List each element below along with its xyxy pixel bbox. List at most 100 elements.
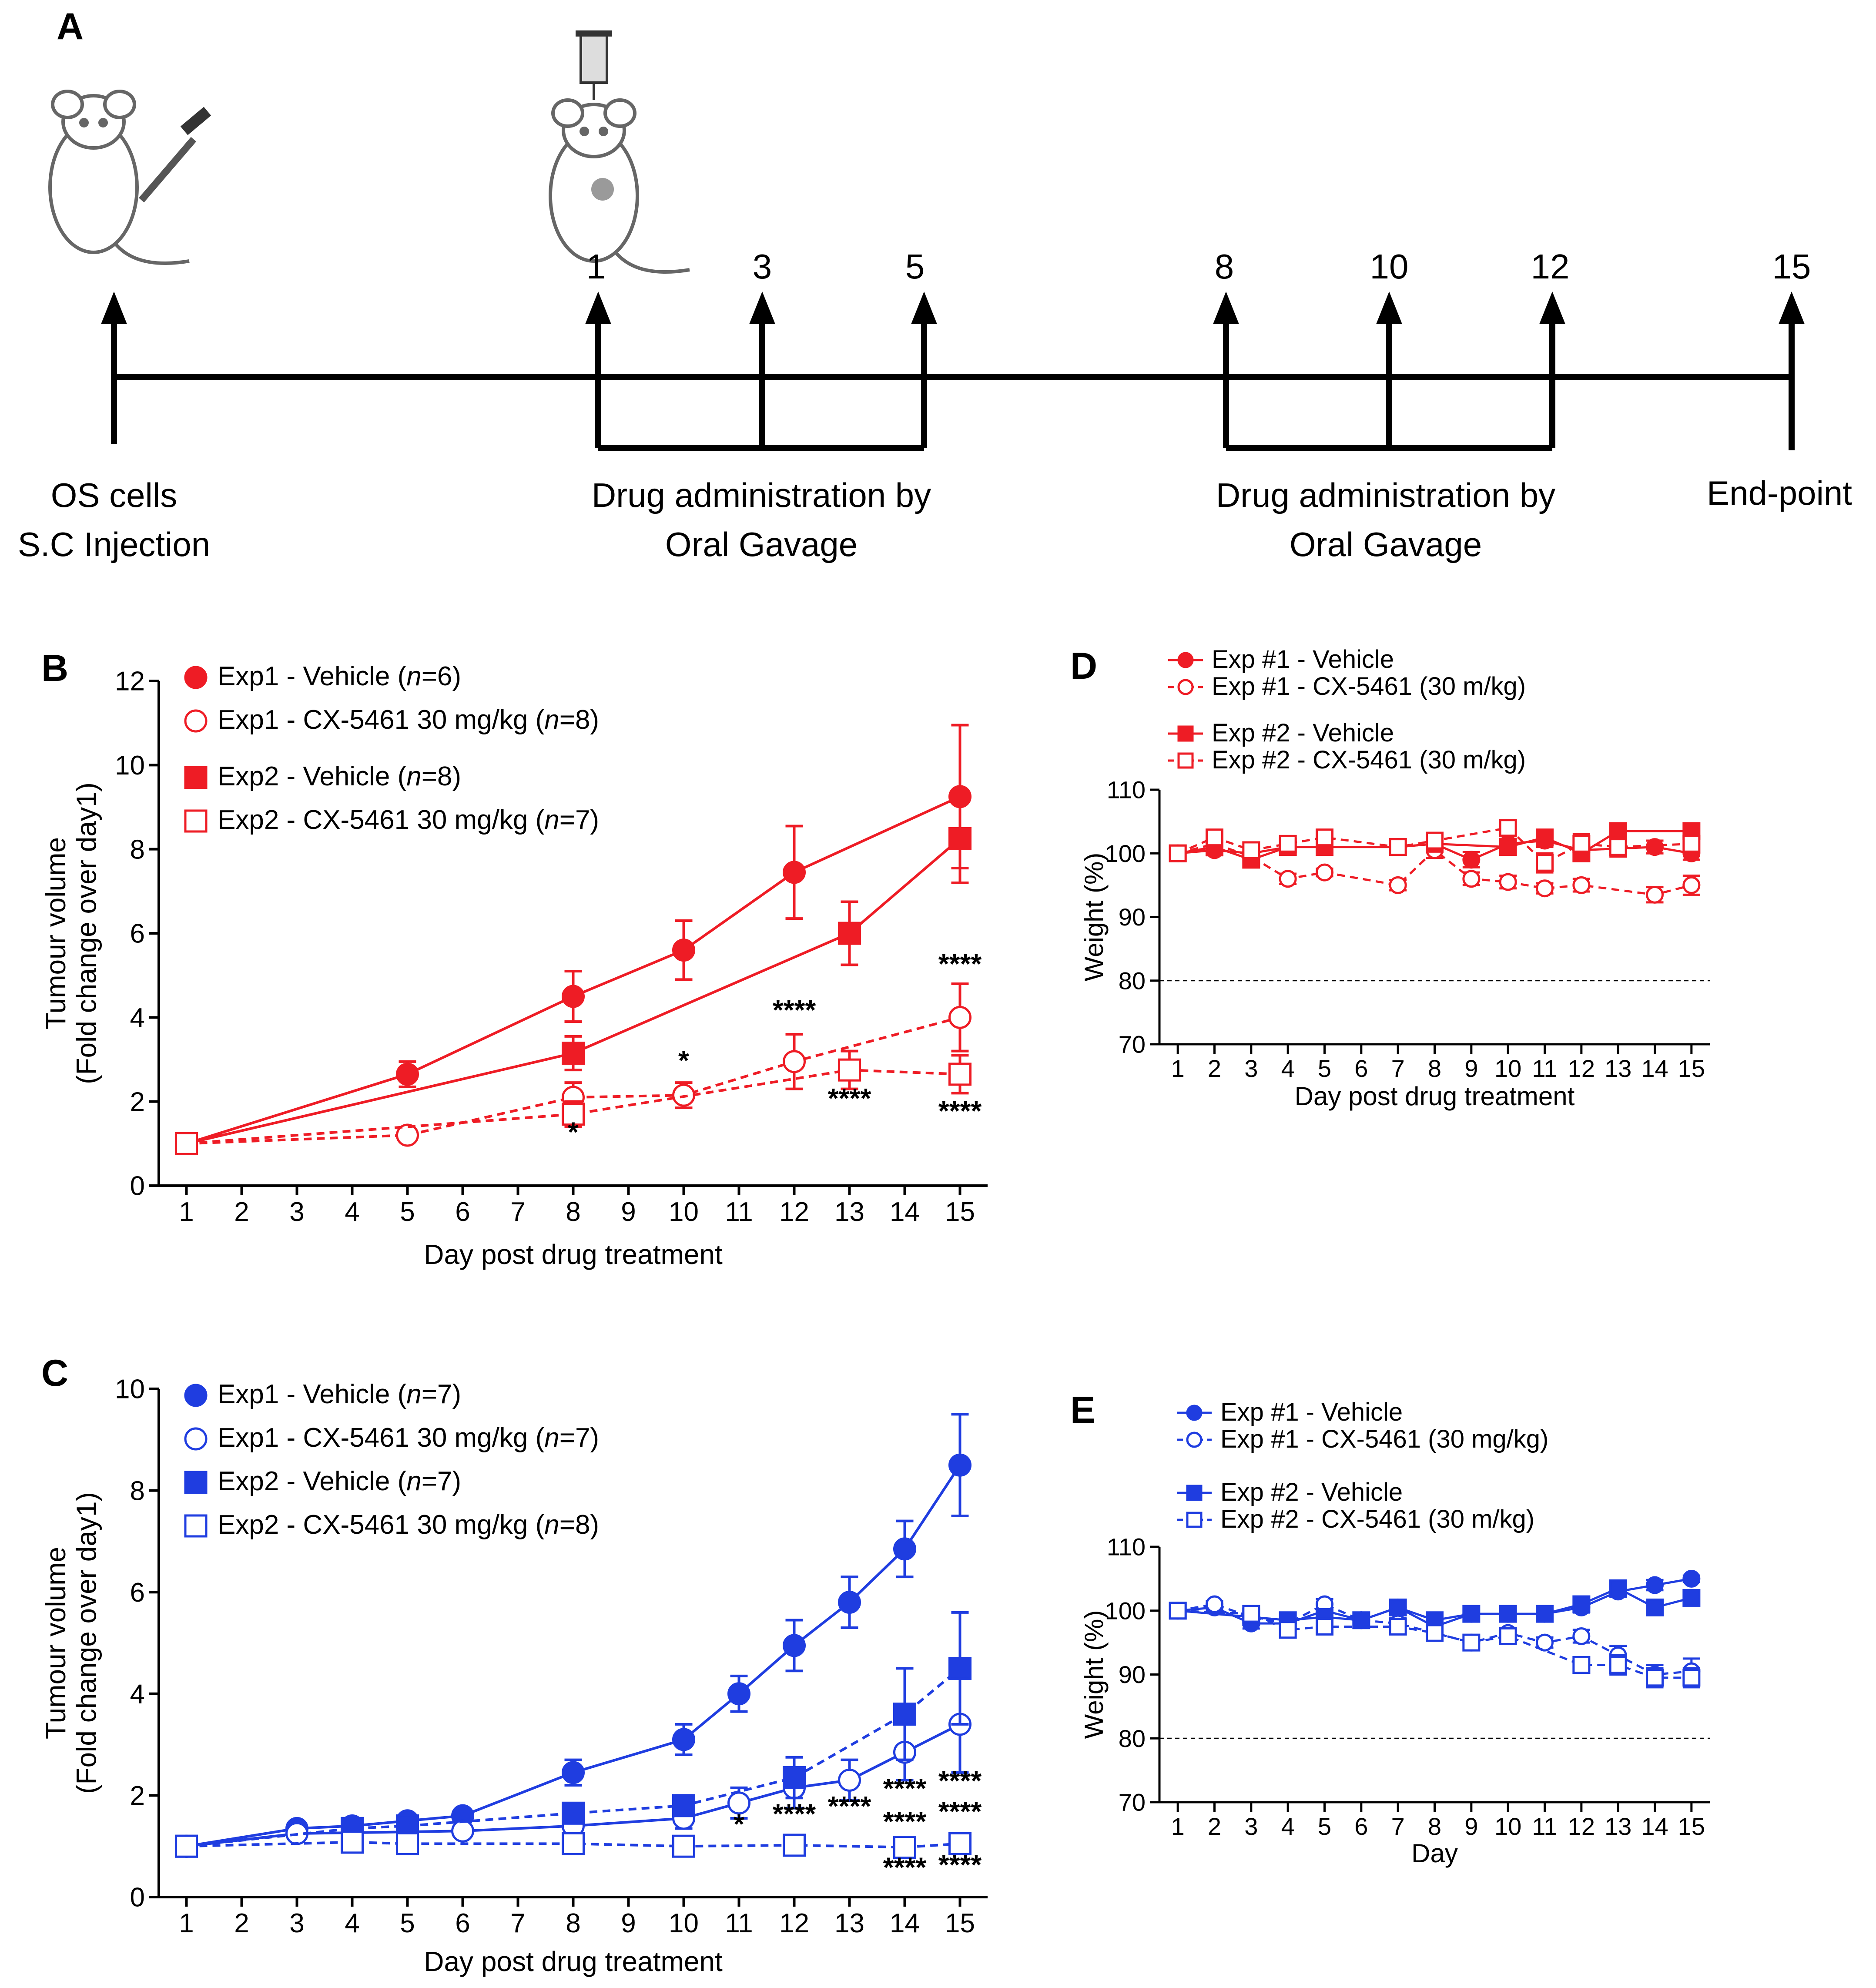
timeline-day-12: 12 bbox=[1531, 247, 1570, 286]
x-tick-label: 1 bbox=[1171, 1813, 1185, 1840]
data-point bbox=[1499, 838, 1517, 856]
timeline-day-10: 10 bbox=[1370, 247, 1409, 286]
dosing2-label-line1: Drug administration by bbox=[1216, 476, 1555, 514]
data-point bbox=[948, 1063, 972, 1086]
series-line bbox=[186, 795, 961, 1145]
data-point bbox=[1536, 854, 1554, 872]
y-tick-label: 70 bbox=[1119, 1789, 1146, 1816]
y-tick-label: 0 bbox=[130, 1171, 145, 1201]
data-point bbox=[1389, 838, 1407, 856]
data-point bbox=[1646, 885, 1664, 904]
timeline-day-8: 8 bbox=[1215, 247, 1234, 286]
x-tick-label: 15 bbox=[1678, 1813, 1705, 1840]
y-tick-label: 80 bbox=[1119, 1725, 1146, 1752]
legend-label: Exp #2 - CX-5461 (30 m/kg) bbox=[1212, 746, 1526, 774]
data-point bbox=[1572, 835, 1591, 853]
x-tick-label: 5 bbox=[1318, 1813, 1331, 1840]
legend-marker bbox=[184, 1471, 208, 1494]
legend-marker bbox=[1186, 1431, 1203, 1448]
legend-label: Exp #2 - Vehicle bbox=[1220, 1478, 1403, 1506]
x-tick-label: 13 bbox=[834, 1908, 864, 1938]
data-point bbox=[1572, 1627, 1591, 1645]
data-point bbox=[1279, 835, 1297, 853]
data-point bbox=[1536, 1633, 1554, 1652]
timeline-arrowheads bbox=[101, 292, 1805, 324]
x-tick-label: 11 bbox=[1532, 1055, 1557, 1082]
series-exp-2-cx-5461-30-m-kg- bbox=[1169, 1602, 1701, 1689]
data-point bbox=[672, 1794, 695, 1817]
data-point bbox=[1682, 1589, 1701, 1607]
timeline bbox=[111, 318, 1795, 451]
data-point bbox=[1352, 1611, 1370, 1629]
data-point bbox=[1242, 1605, 1260, 1623]
x-tick-label: 12 bbox=[1568, 1813, 1595, 1840]
data-point bbox=[175, 1834, 198, 1858]
x-tick-label: 6 bbox=[455, 1197, 470, 1227]
legend-label: Exp #1 - Vehicle bbox=[1220, 1398, 1403, 1426]
x-tick-label: 5 bbox=[400, 1908, 415, 1938]
x-tick-label: 14 bbox=[890, 1908, 920, 1938]
data-point bbox=[838, 922, 861, 945]
timeline-day-3: 3 bbox=[753, 247, 772, 286]
data-point bbox=[1316, 863, 1333, 882]
data-point bbox=[175, 1132, 198, 1155]
timeline-day-15: 15 bbox=[1772, 247, 1811, 286]
y-axis-label: (Fold change over day1) bbox=[70, 1492, 102, 1794]
data-point bbox=[1609, 1656, 1627, 1674]
y-tick-label: 4 bbox=[130, 1680, 145, 1710]
mouse-injection-icon bbox=[48, 90, 211, 265]
panel-letter-d: D bbox=[1070, 645, 1097, 687]
data-point bbox=[948, 1656, 972, 1680]
data-point bbox=[1462, 851, 1481, 869]
x-tick-label: 2 bbox=[1208, 1813, 1221, 1840]
x-tick-label: 9 bbox=[621, 1908, 636, 1938]
x-tick-label: 3 bbox=[1244, 1813, 1258, 1840]
x-tick-label: 1 bbox=[179, 1197, 194, 1227]
y-tick-label: 100 bbox=[1105, 840, 1146, 867]
data-point bbox=[1536, 1605, 1554, 1623]
legend-marker bbox=[1177, 679, 1194, 695]
data-point bbox=[1316, 828, 1333, 847]
data-point bbox=[948, 1453, 972, 1477]
data-point bbox=[893, 1703, 916, 1726]
x-tick-label: 15 bbox=[945, 1908, 975, 1938]
y-tick-label: 8 bbox=[130, 1476, 145, 1506]
legend-marker bbox=[184, 1427, 208, 1451]
x-tick-label: 13 bbox=[1605, 1055, 1631, 1082]
x-tick-label: 14 bbox=[1641, 1055, 1668, 1082]
x-axis-label: Day post drug treatment bbox=[424, 1239, 723, 1270]
significance-annotation: **** bbox=[938, 1765, 982, 1797]
data-point bbox=[1206, 828, 1223, 847]
x-tick-label: 6 bbox=[1354, 1055, 1368, 1082]
data-point bbox=[1682, 876, 1701, 894]
significance-annotation: **** bbox=[828, 1790, 871, 1822]
data-point bbox=[1462, 1605, 1481, 1623]
series-line bbox=[186, 1723, 961, 1848]
mouse-treatment-icon bbox=[549, 30, 690, 274]
data-point bbox=[341, 1830, 364, 1854]
y-tick-label: 6 bbox=[130, 1578, 145, 1608]
legend-marker bbox=[1177, 725, 1194, 742]
data-point bbox=[562, 985, 585, 1008]
x-tick-label: 4 bbox=[1281, 1055, 1295, 1082]
data-point bbox=[1389, 1598, 1407, 1616]
timeline-day-5: 5 bbox=[905, 247, 925, 286]
data-point bbox=[1572, 876, 1591, 894]
legend-label: Exp #1 - CX-5461 (30 m/kg) bbox=[1212, 672, 1526, 701]
data-point bbox=[1426, 1624, 1444, 1642]
data-point bbox=[1682, 1569, 1701, 1588]
legend: Exp1 - Vehicle (n=7) Exp1 - CX-5461 30 mg… bbox=[184, 1379, 599, 1540]
significance-annotation: **** bbox=[938, 948, 982, 979]
significance-annotation: **** bbox=[773, 1798, 816, 1830]
x-tick-label: 8 bbox=[1428, 1813, 1441, 1840]
data-point bbox=[1389, 1617, 1407, 1636]
y-tick-label: 90 bbox=[1119, 903, 1146, 931]
x-tick-label: 10 bbox=[1494, 1813, 1521, 1840]
data-point bbox=[1536, 828, 1554, 847]
y-axis-label: (Fold change over day1) bbox=[70, 782, 102, 1084]
x-tick-label: 9 bbox=[1464, 1055, 1478, 1082]
dosing2-label-line2: Oral Gavage bbox=[1290, 525, 1482, 563]
y-tick-label: 110 bbox=[1107, 776, 1146, 804]
